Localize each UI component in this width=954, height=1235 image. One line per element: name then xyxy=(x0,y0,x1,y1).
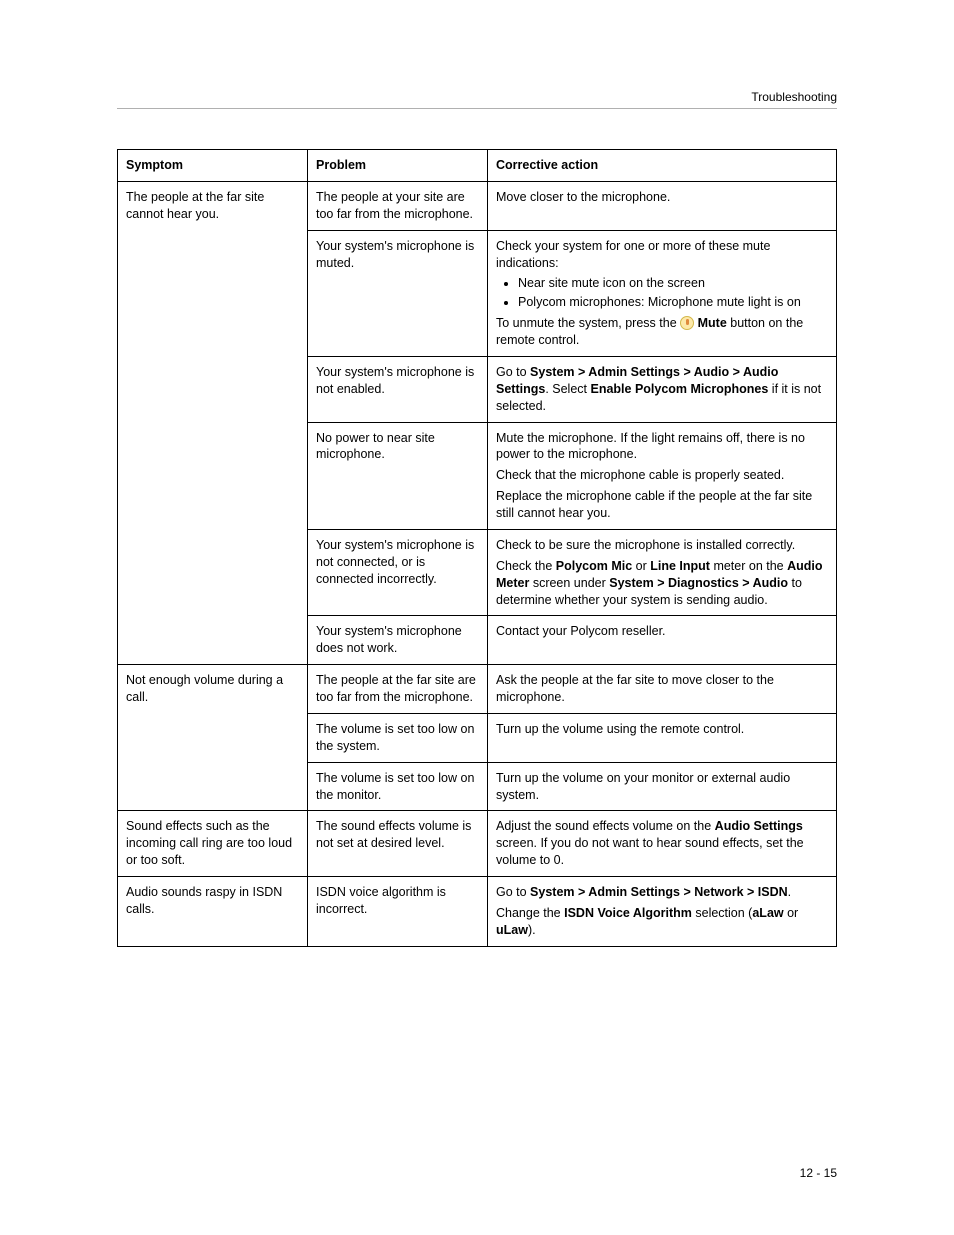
action-cell: Ask the people at the far site to move c… xyxy=(488,665,837,714)
symptom-cell: The people at the far site cannot hear y… xyxy=(118,181,308,664)
col-problem: Problem xyxy=(308,150,488,182)
problem-cell: The volume is set too low on the monitor… xyxy=(308,762,488,811)
mute-icon xyxy=(680,316,694,330)
table-row: Not enough volume during a call.The peop… xyxy=(118,665,837,714)
action-cell: Mute the microphone. If the light remain… xyxy=(488,422,837,529)
symptom-cell: Not enough volume during a call. xyxy=(118,665,308,811)
action-cell: Turn up the volume using the remote cont… xyxy=(488,713,837,762)
page-header: Troubleshooting xyxy=(117,90,837,109)
action-cell: Check your system for one or more of the… xyxy=(488,230,837,356)
table-row: Sound effects such as the incoming call … xyxy=(118,811,837,877)
page-number: 12 - 15 xyxy=(800,1166,837,1180)
troubleshooting-table: Symptom Problem Corrective action The pe… xyxy=(117,149,837,947)
table-row: Audio sounds raspy in ISDN calls.ISDN vo… xyxy=(118,877,837,947)
problem-cell: Your system's microphone does not work. xyxy=(308,616,488,665)
table-header-row: Symptom Problem Corrective action xyxy=(118,150,837,182)
action-cell: Contact your Polycom reseller. xyxy=(488,616,837,665)
header-title: Troubleshooting xyxy=(751,90,837,104)
document-page: Troubleshooting Symptom Problem Correcti… xyxy=(0,0,954,1235)
action-cell: Check to be sure the microphone is insta… xyxy=(488,529,837,616)
problem-cell: The sound effects volume is not set at d… xyxy=(308,811,488,877)
symptom-cell: Sound effects such as the incoming call … xyxy=(118,811,308,877)
col-action: Corrective action xyxy=(488,150,837,182)
problem-cell: No power to near site microphone. xyxy=(308,422,488,529)
symptom-cell: Audio sounds raspy in ISDN calls. xyxy=(118,877,308,947)
table-row: The people at the far site cannot hear y… xyxy=(118,181,837,230)
problem-cell: Your system's microphone is not connecte… xyxy=(308,529,488,616)
problem-cell: The people at the far site are too far f… xyxy=(308,665,488,714)
problem-cell: Your system's microphone is not enabled. xyxy=(308,356,488,422)
col-symptom: Symptom xyxy=(118,150,308,182)
action-cell: Go to System > Admin Settings > Audio > … xyxy=(488,356,837,422)
action-cell: Go to System > Admin Settings > Network … xyxy=(488,877,837,947)
table-body: The people at the far site cannot hear y… xyxy=(118,181,837,946)
problem-cell: The volume is set too low on the system. xyxy=(308,713,488,762)
problem-cell: The people at your site are too far from… xyxy=(308,181,488,230)
action-cell: Turn up the volume on your monitor or ex… xyxy=(488,762,837,811)
problem-cell: ISDN voice algorithm is incorrect. xyxy=(308,877,488,947)
action-cell: Move closer to the microphone. xyxy=(488,181,837,230)
problem-cell: Your system's microphone is muted. xyxy=(308,230,488,356)
action-cell: Adjust the sound effects volume on the A… xyxy=(488,811,837,877)
